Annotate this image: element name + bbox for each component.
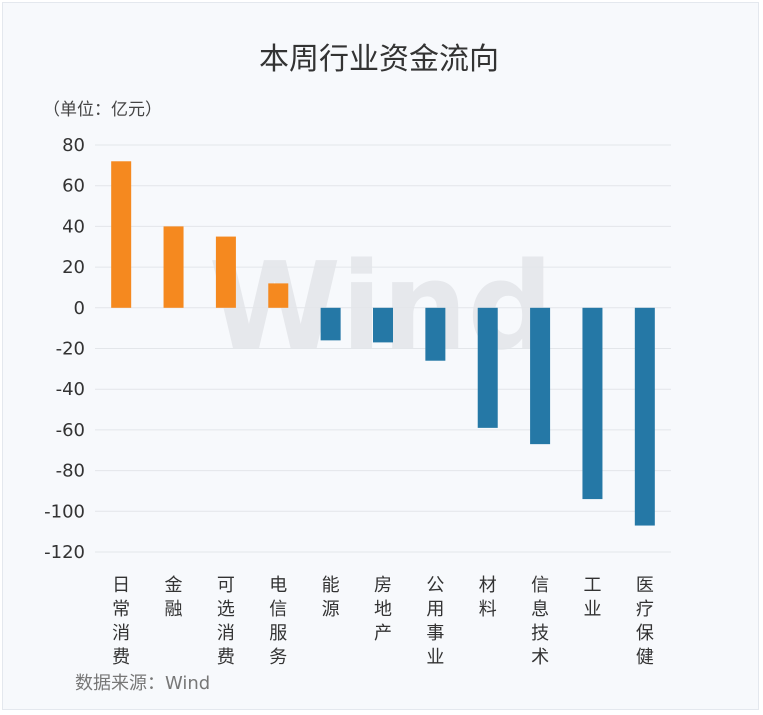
bar-7 bbox=[477, 307, 498, 428]
category-label: 可选消费 bbox=[217, 575, 235, 668]
category-label: 金融 bbox=[165, 575, 183, 620]
category-label: 信息技术 bbox=[531, 575, 549, 668]
bar-5 bbox=[373, 307, 393, 343]
bar-4 bbox=[320, 307, 341, 341]
y-tick-label: 80 bbox=[62, 135, 85, 156]
category-label: 材料 bbox=[479, 575, 497, 620]
category-label: 医疗保健 bbox=[636, 575, 654, 668]
category-label: 能源 bbox=[322, 575, 340, 620]
y-tick-label: -80 bbox=[56, 461, 85, 482]
y-axis: 80 60 40 20 0 -20 -40 -60 -80 -100 -120 bbox=[44, 135, 85, 563]
bar-8 bbox=[530, 307, 551, 445]
y-tick-label: 40 bbox=[62, 216, 85, 237]
y-tick-label: -120 bbox=[44, 542, 85, 563]
y-tick-label: 20 bbox=[62, 257, 85, 278]
y-tick-label: -40 bbox=[56, 379, 85, 400]
source-note: 数据来源：Wind bbox=[75, 673, 210, 694]
bar-9 bbox=[582, 307, 603, 500]
bar-1 bbox=[163, 226, 184, 308]
bar-0 bbox=[111, 161, 132, 308]
bar-6 bbox=[425, 307, 446, 361]
category-label: 工业 bbox=[583, 575, 601, 620]
y-tick-label: 60 bbox=[62, 176, 85, 197]
y-tick-label: -60 bbox=[56, 420, 85, 441]
y-tick-label: -20 bbox=[56, 339, 85, 360]
bar-3 bbox=[268, 283, 289, 308]
gridlines bbox=[95, 144, 671, 553]
category-label: 公用事业 bbox=[426, 575, 444, 668]
y-tick-label: 0 bbox=[74, 298, 85, 319]
category-label: 房地产 bbox=[374, 575, 392, 644]
chart-title: 本周行业资金流向 bbox=[259, 42, 499, 77]
bar-10 bbox=[634, 307, 655, 526]
category-label: 电信服务 bbox=[269, 575, 287, 668]
x-axis: 日常消费 金融 可选消费 电信服务 能源 房地产 公用事业 材料 信息技术 工业 医疗保健 bbox=[112, 575, 654, 668]
y-tick-label: -100 bbox=[44, 501, 85, 522]
bar-2 bbox=[215, 236, 236, 308]
bars bbox=[111, 161, 655, 526]
category-label: 日常消费 bbox=[112, 575, 130, 668]
unit-label: （单位：亿元） bbox=[43, 100, 162, 120]
chart: Wind 本周行业资金流向 （单位：亿元） 806040200-20-40-60… bbox=[43, 42, 671, 694]
